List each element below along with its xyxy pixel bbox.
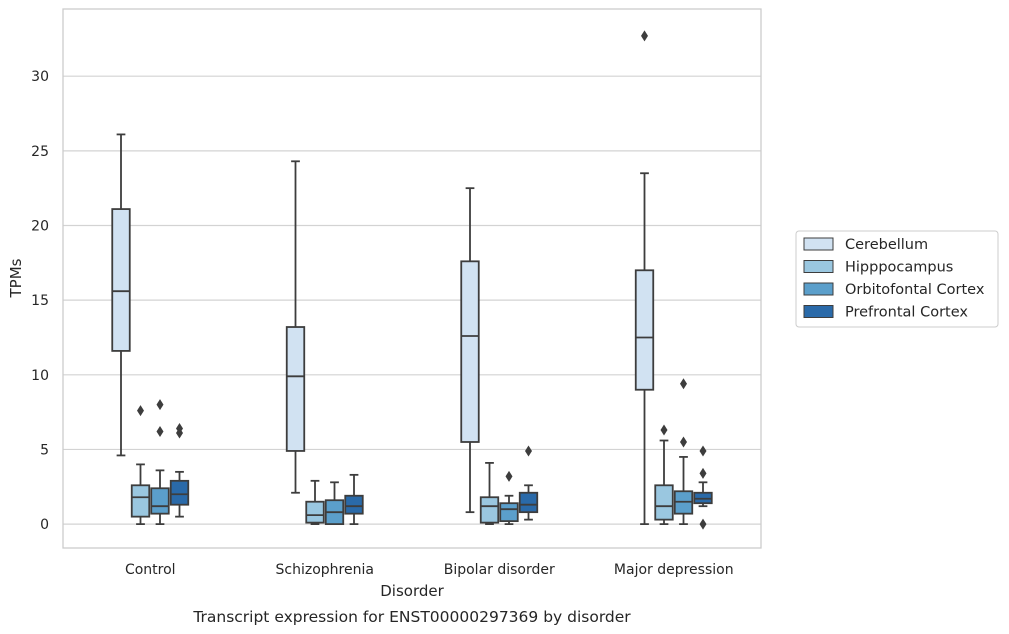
legend-frame — [795, 230, 999, 328]
box — [344, 494, 364, 515]
box — [169, 479, 190, 506]
box — [499, 502, 519, 523]
outlier-point — [176, 423, 183, 435]
outlier-point — [156, 426, 164, 438]
y-tick-label: 20 — [31, 218, 49, 234]
legend-label: Cerebellum — [845, 237, 928, 253]
plot-area — [63, 9, 761, 548]
box — [518, 491, 539, 514]
grid-lines — [63, 75, 761, 525]
box — [479, 496, 500, 524]
box — [111, 208, 131, 352]
legend-label: Hipppocampus — [845, 260, 953, 276]
outlier-point — [699, 467, 707, 479]
legend-swatch — [803, 305, 834, 318]
box — [150, 487, 170, 515]
y-axis-label: TPMs — [7, 258, 25, 298]
box — [634, 269, 655, 391]
x-axis-label: Disorder — [380, 582, 444, 600]
outlier-point — [699, 518, 707, 530]
outlier-point — [505, 470, 513, 482]
legend-swatch — [803, 282, 834, 296]
x-tick-label: Major depression — [614, 562, 734, 578]
outlier-point — [680, 378, 687, 390]
y-tick-label: 30 — [31, 69, 49, 85]
x-axis-ticks: Control Schizophrenia Bipolar disorder Majo… — [125, 562, 734, 578]
y-tick-label: 5 — [40, 442, 49, 458]
legend-label: Prefrontal Cortex — [845, 305, 968, 321]
series-hipppocampus — [130, 405, 674, 526]
outlier-point — [660, 424, 668, 436]
y-tick-label: 15 — [31, 293, 49, 309]
y-tick-label: 0 — [40, 517, 49, 533]
box — [305, 500, 325, 524]
outlier-point — [699, 445, 707, 457]
series-prefrontal-cortex — [169, 423, 713, 530]
x-tick-label: Control — [125, 562, 176, 578]
series-cerebellum — [111, 30, 655, 526]
legend: Cerebellum Hipppocampus Orbitofontal Corte… — [795, 230, 999, 328]
legend-swatch — [803, 260, 834, 273]
plot-frame — [62, 8, 762, 549]
outlier-point — [680, 436, 687, 448]
outlier-point — [156, 399, 164, 411]
box — [285, 326, 306, 452]
box — [130, 484, 151, 518]
y-tick-label: 10 — [31, 368, 49, 384]
x-tick-label: Schizophrenia — [276, 562, 374, 578]
chart-caption: Transcript expression for ENST0000029736… — [192, 608, 631, 626]
y-tick-label: 25 — [31, 144, 49, 160]
series-orbitofontal-cortex — [150, 378, 694, 526]
box — [654, 484, 674, 521]
y-axis-ticks: 0 5 10 15 20 25 30 — [31, 69, 49, 533]
legend-label: Orbitofontal Cortex — [845, 282, 985, 298]
outlier-point — [525, 445, 532, 457]
outlier-point — [137, 405, 144, 417]
outlier-point — [641, 30, 648, 42]
box — [460, 260, 480, 443]
legend-swatch — [803, 237, 834, 251]
box-series — [111, 30, 713, 530]
x-tick-label: Bipolar disorder — [444, 562, 555, 578]
